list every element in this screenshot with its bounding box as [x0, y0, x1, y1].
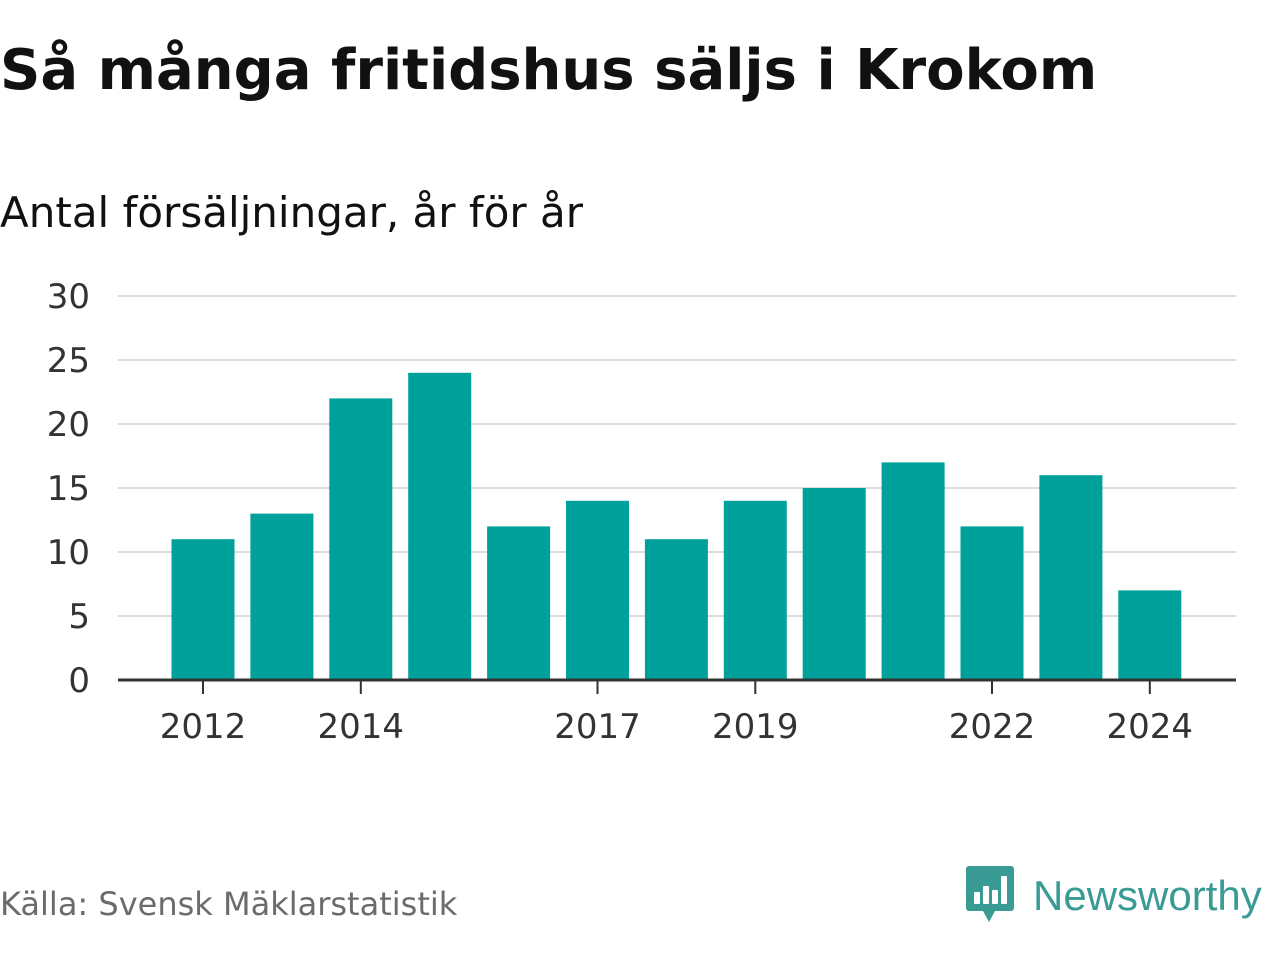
bar-2016 [487, 526, 551, 680]
x-axis-ticks: 2012 2014 2017 2019 2022 2024 [160, 680, 1193, 747]
bar-2024 [1118, 590, 1182, 680]
bar-2012 [171, 539, 235, 680]
y-tick-label: 10 [47, 533, 90, 573]
bar-2019 [723, 500, 787, 680]
chart-title: Så många fritidshus säljs i Krokom [0, 38, 1098, 103]
y-axis-ticks: 0 5 10 15 20 25 30 [47, 277, 90, 701]
source-note: Källa: Svensk Mäklarstatistik [0, 885, 458, 923]
bar-2023 [1039, 475, 1103, 680]
y-tick-label: 30 [47, 277, 90, 317]
chart-subtitle: Antal försäljningar, år för år [0, 188, 584, 237]
y-tick-label: 25 [47, 341, 90, 381]
chat-bubble-bar-chart-icon [965, 864, 1015, 928]
y-tick-label: 5 [68, 597, 90, 637]
bar-2018 [644, 539, 708, 680]
bar-2013 [250, 513, 314, 680]
bar-2014 [329, 398, 393, 680]
x-tick-label: 2019 [712, 707, 799, 747]
y-tick-label: 0 [68, 661, 90, 701]
x-tick-label: 2022 [949, 707, 1036, 747]
newsworthy-logo[interactable]: Newsworthy [965, 866, 1262, 926]
bar-2020 [802, 488, 866, 680]
bars [171, 372, 1182, 680]
bar-2021 [881, 462, 945, 680]
bar-2017 [566, 500, 629, 680]
x-tick-label: 2024 [1107, 707, 1194, 747]
brand-name: Newsworthy [1033, 872, 1262, 919]
x-tick-label: 2012 [160, 707, 247, 747]
x-tick-label: 2014 [318, 707, 405, 747]
bar-2015 [408, 372, 472, 680]
bar-2022 [960, 526, 1024, 680]
y-tick-label: 20 [47, 405, 90, 445]
x-tick-label: 2017 [554, 707, 641, 747]
y-tick-label: 15 [47, 469, 90, 509]
